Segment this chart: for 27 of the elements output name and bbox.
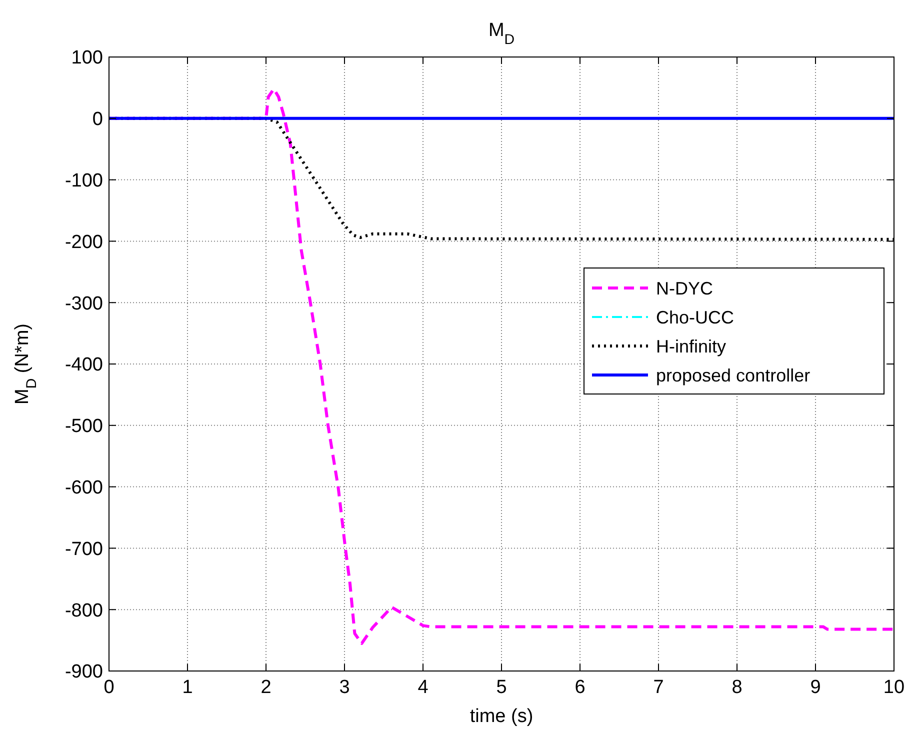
y-tick-label: 0 (92, 109, 103, 130)
x-tick-label: 5 (496, 677, 507, 698)
y-tick-label: 100 (71, 48, 103, 69)
y-tick-label: -500 (64, 416, 103, 438)
y-tick-label: -900 (64, 662, 103, 683)
x-tick-label: 3 (339, 677, 350, 698)
legend-label: Cho-UCC (656, 307, 734, 328)
y-tick-label: -600 (64, 477, 103, 498)
legend-label: N-DYC (656, 278, 713, 298)
y-tick-label: -700 (64, 538, 103, 560)
legend-label: proposed controller (656, 365, 810, 386)
x-axis-title: time (s) (470, 706, 534, 727)
x-tick-label: 4 (418, 677, 429, 698)
x-tick-label: 10 (883, 677, 905, 698)
y-tick-label: -400 (64, 354, 103, 376)
x-tick-label: 7 (653, 677, 664, 698)
legend-label: H-infinity (656, 336, 726, 356)
x-tick-label: 8 (732, 677, 742, 698)
x-tick-label: 2 (260, 677, 272, 698)
y-tick-label: -300 (64, 293, 103, 314)
x-tick-label: 1 (182, 677, 193, 698)
x-tick-label: 6 (574, 677, 586, 698)
x-tick-label: 9 (810, 677, 821, 698)
y-tick-label: -800 (64, 600, 103, 622)
chart-title: M$_{D}$ (488, 20, 515, 48)
y-tick-label: -200 (64, 232, 103, 253)
y-tick-label: -100 (64, 170, 103, 192)
